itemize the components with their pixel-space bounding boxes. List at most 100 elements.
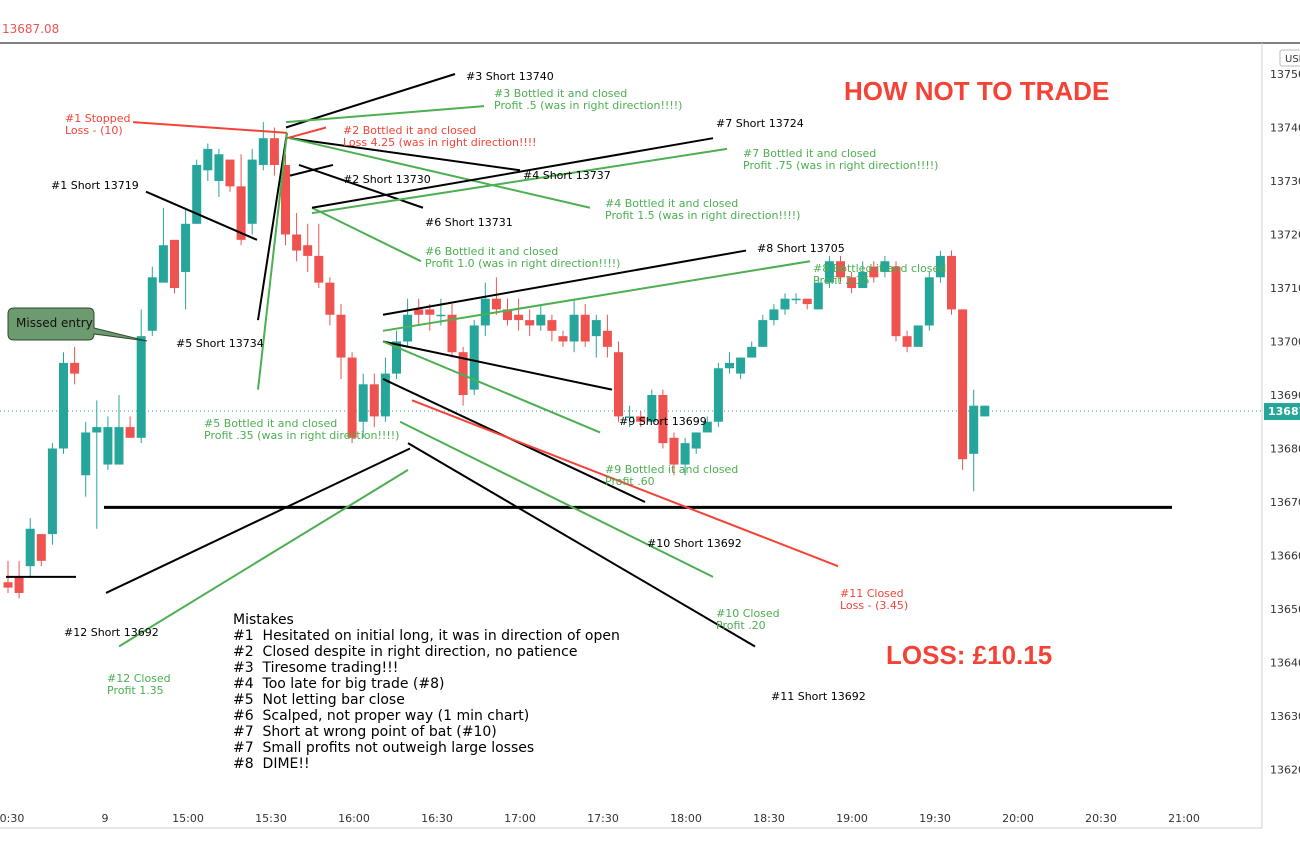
trade-annotation: #6 Bottled it and closed [425,245,558,258]
trade-annotation: #6 Short 13731 [425,216,513,229]
mistake-item: #6 Scalped, not proper way (1 min chart) [233,708,529,724]
title: HOW NOT TO TRADE [844,76,1109,106]
trade-annotation: #12 Closed [107,672,171,685]
missed-entry-text: Missed entry [16,316,93,330]
price-tag-label: 13687 [1268,405,1300,418]
candle-body [647,395,657,422]
currency-badge-box[interactable] [1279,49,1300,67]
trade-annotation: #8 Bottled it and closed [813,262,946,275]
trade-annotation: #2 Bottled it and closed [343,124,476,137]
trade-annotation: Profit 1.35 [107,684,164,697]
mistake-item: #5 Not letting bar close [233,692,405,708]
trade-annotation: #1 Short 13719 [51,179,139,192]
candle-body [924,277,934,326]
x-tick-label: 0:30 [0,812,24,825]
x-tick-label: 18:30 [753,812,785,825]
candle-body [736,357,746,374]
mistake-item: #4 Too late for big trade (#8) [233,676,444,692]
x-tick-label: 16:00 [338,812,370,825]
trade-annotation: #9 Bottled it and closed [605,463,738,476]
candle-body [14,576,24,593]
last-price-tag: 13687 [1264,403,1300,421]
trade-line [399,420,714,578]
candle-body [847,277,857,288]
candle-body [214,154,224,181]
trade-line [289,137,521,172]
trade-annotation: Profit .60 [605,475,655,488]
total-loss: LOSS: £10.15 [886,640,1052,670]
mistakes-heading: Mistakes [233,612,294,628]
x-tick-label: 17:00 [504,812,536,825]
trade-line [382,260,811,332]
mistake-item: #8 DIME!! [233,756,310,772]
trade-annotation: #10 Short 13692 [647,537,742,550]
candle-body [969,405,979,454]
candle-body [325,282,335,315]
header-price: 13687.08 [2,22,59,36]
x-axis-ticks: 0:30 9 15:00 15:30 16:00 16:30 17:00 17:30 18:00… [0,812,1200,825]
trade-line [407,442,756,648]
candle-body [303,245,313,256]
y-tick-label: 13640 [1270,657,1300,670]
candle-body [114,427,124,465]
candle-body [225,159,235,187]
trade-line [285,73,456,129]
candle-body [181,223,191,272]
trade-annotation: #1 Stopped [65,112,130,125]
candle-body [869,266,879,278]
x-tick-label: 16:30 [421,812,453,825]
candle-body [614,352,623,417]
candle-body [392,341,401,374]
trade-line [289,137,591,209]
candle-body [292,234,302,251]
candle-body [92,427,102,433]
y-tick-label: 13720 [1270,229,1300,242]
x-tick-label: 19:00 [836,812,868,825]
candle-body [958,309,968,460]
candle-body [369,384,379,417]
missed-entry-callout: Missed entry [7,307,148,342]
y-tick-label: 13710 [1270,282,1300,295]
candle-body [36,534,46,561]
trade-annotation: Profit .35 (was in right direction!!!!) [204,429,399,442]
trade-line [105,447,411,594]
x-tick-label: 18:00 [670,812,702,825]
candle-body [625,416,635,418]
candle-body [569,314,579,342]
candle-body [103,427,113,465]
trade-line [257,132,288,390]
trade-line [118,469,409,648]
trade-annotation: #10 Closed [716,607,780,620]
candle-body [469,325,479,390]
candle-body [503,309,512,321]
trade-annotation: #3 Bottled it and closed [494,87,627,100]
candle-body [536,314,546,326]
mistakes-list: Mistakes#1 Hesitated on initial long, it… [233,612,620,772]
candle-body [813,282,823,310]
trade-line [411,399,839,568]
candle-body [935,255,945,278]
candle-body [59,362,68,449]
trade-annotation: #8 Short 13705 [757,242,845,255]
trade-line [285,105,485,124]
x-tick-label: 15:00 [172,812,204,825]
candle-body [558,336,568,342]
trade-line [382,340,601,434]
candle-body [81,432,91,476]
trade-annotation: Loss - (10) [65,124,123,137]
candle-body [769,309,779,321]
candle-body [758,320,768,347]
trade-annotation: #3 Short 13740 [466,70,554,83]
candle-body [891,266,901,337]
trade-annotation: Profit 1.0 (was in right direction!!!!) [425,257,620,270]
candle-body [491,298,501,310]
candle-body [236,186,246,240]
trade-line [298,164,424,209]
candle-body [258,138,268,165]
candle-body [203,148,213,171]
candle-body [358,384,368,422]
mistake-item: #7 Short at wrong point of bat (#10) [233,724,497,740]
trade-annotation: #11 Short 13692 [771,690,866,703]
